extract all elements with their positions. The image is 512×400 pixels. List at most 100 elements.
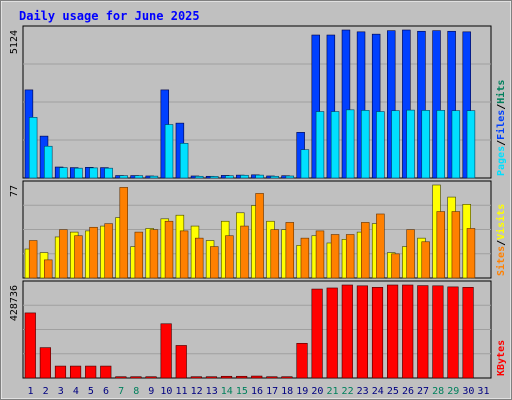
x-tick-label-day-29: 29 (447, 386, 459, 397)
bar-files-day-27 (417, 30, 426, 179)
x-tick-label-day-16: 16 (251, 386, 263, 397)
bar-sites-day-29 (451, 211, 461, 279)
bar-kbytes-day-11 (175, 345, 187, 379)
bar-pages-day-15 (240, 174, 249, 179)
bar-pages-day-4 (74, 167, 83, 179)
bar-kbytes-day-15 (236, 375, 248, 379)
x-tick-label-day-10: 10 (160, 386, 172, 397)
bar-pages-day-30 (466, 110, 476, 179)
x-tick-label-day-3: 3 (58, 386, 64, 397)
bar-kbytes-day-22 (341, 284, 353, 379)
bar-kbytes-day-9 (145, 376, 157, 379)
y-axis-max-label: 428736 (9, 285, 20, 321)
bar-pages-day-21 (330, 111, 340, 179)
bar-kbytes-day-16 (251, 375, 263, 379)
bar-kbytes-day-13 (205, 376, 218, 379)
bar-sites-day-8 (134, 231, 144, 279)
bar-pages-day-19 (300, 149, 310, 179)
bar-sites-day-11 (179, 230, 189, 279)
bar-pages-day-18 (285, 175, 295, 179)
bar-sites-day-1 (28, 240, 38, 279)
bar-kbytes-day-4 (69, 365, 82, 379)
bar-sites-day-12 (194, 237, 204, 279)
bar-files-day-22 (341, 29, 351, 179)
x-tick-label-day-15: 15 (236, 386, 248, 397)
bar-pages-day-24 (376, 111, 385, 179)
x-tick-label-day-5: 5 (88, 386, 94, 397)
bar-pages-day-7 (119, 175, 128, 179)
x-tick-label-day-28: 28 (432, 386, 444, 397)
x-tick-label-day-30: 30 (462, 386, 474, 397)
x-tick-label-day-7: 7 (118, 386, 124, 397)
bar-kbytes-day-12 (190, 376, 202, 379)
bar-kbytes-day-2 (39, 347, 51, 379)
bar-pages-day-12 (194, 175, 204, 179)
x-axis-day-labels: 1 2 3 4 5 6 7 8 9 10 11 12 13 14 15 16 17 18 19 20 21 22 23 24 2… (28, 386, 490, 397)
bar-sites-day-6 (104, 223, 113, 279)
x-tick-label-day-1: 1 (28, 386, 34, 397)
bar-sites-day-19 (300, 237, 310, 279)
bar-pages-day-9 (149, 175, 159, 179)
legend-separator: / (496, 140, 507, 146)
bar-sites-day-27 (421, 241, 430, 279)
bar-kbytes-day-25 (387, 284, 399, 379)
y-axis-max-label: 5124 (9, 30, 20, 54)
legend-entry-visits: Visits (495, 204, 507, 240)
bar-sites-day-28 (436, 211, 445, 279)
bar-sites-day-23 (361, 222, 370, 279)
bar-pages-day-26 (406, 109, 415, 179)
bar-kbytes-day-19 (296, 342, 308, 379)
bar-sites-day-24 (376, 213, 385, 279)
x-tick-label-day-4: 4 (73, 386, 79, 397)
bar-sites-day-17 (270, 229, 279, 279)
legend-separator: / (496, 104, 507, 110)
bar-sites-day-4 (74, 235, 83, 279)
bar-sites-day-25 (391, 253, 400, 279)
bar-kbytes-day-1 (24, 312, 36, 379)
bar-pages-day-22 (345, 109, 355, 179)
bar-pages-day-17 (270, 175, 279, 179)
legend-hits-files-pages: Pages/Files/Hits (495, 80, 507, 176)
bar-kbytes-day-17 (266, 376, 278, 379)
bar-files-day-30 (462, 31, 471, 179)
x-tick-label-day-22: 22 (342, 386, 354, 397)
bar-pages-day-1 (28, 117, 38, 179)
bar-kbytes-day-20 (311, 288, 323, 379)
x-tick-label-day-17: 17 (266, 386, 278, 397)
x-tick-label-day-23: 23 (357, 386, 369, 397)
panel-hits-files-pages: 5124 Pages/Files/Hits (9, 25, 507, 179)
x-tick-label-day-27: 27 (417, 386, 429, 397)
bar-sites-day-10 (164, 220, 174, 279)
bar-sites-day-22 (345, 234, 355, 279)
x-tick-label-day-12: 12 (191, 386, 203, 397)
bar-sites-day-26 (406, 229, 415, 279)
bar-pages-day-28 (436, 110, 445, 179)
x-tick-label-day-24: 24 (372, 386, 384, 397)
bar-sites-day-20 (315, 230, 325, 279)
chart-title: Daily usage for June 2025 (19, 9, 200, 23)
x-tick-label-day-13: 13 (206, 386, 218, 397)
bar-kbytes-day-5 (85, 365, 97, 379)
x-tick-label-day-19: 19 (296, 386, 308, 397)
bar-files-day-23 (356, 31, 366, 179)
bar-sites-day-16 (255, 193, 264, 279)
bar-pages-day-6 (104, 167, 113, 179)
x-tick-label-day-25: 25 (387, 386, 399, 397)
bar-kbytes-day-21 (326, 287, 338, 379)
bar-kbytes-day-30 (462, 287, 474, 379)
bar-files-day-21 (326, 34, 336, 179)
bar-kbytes-day-26 (402, 284, 414, 379)
bar-sites-day-30 (466, 228, 476, 279)
bar-sites-day-14 (225, 235, 234, 279)
x-tick-label-day-18: 18 (281, 386, 293, 397)
bar-sites-day-5 (89, 226, 98, 279)
bar-sites-day-3 (59, 229, 68, 279)
bar-kbytes-day-24 (371, 287, 384, 379)
x-tick-label-day-21: 21 (326, 386, 338, 397)
bar-kbytes-day-28 (432, 285, 444, 379)
legend-kbytes: KBytes (496, 340, 507, 376)
x-tick-label-day-31: 31 (477, 386, 489, 397)
chart-panels: 5124Pages/Files/Hits77Sites/Visits428736… (9, 25, 507, 397)
